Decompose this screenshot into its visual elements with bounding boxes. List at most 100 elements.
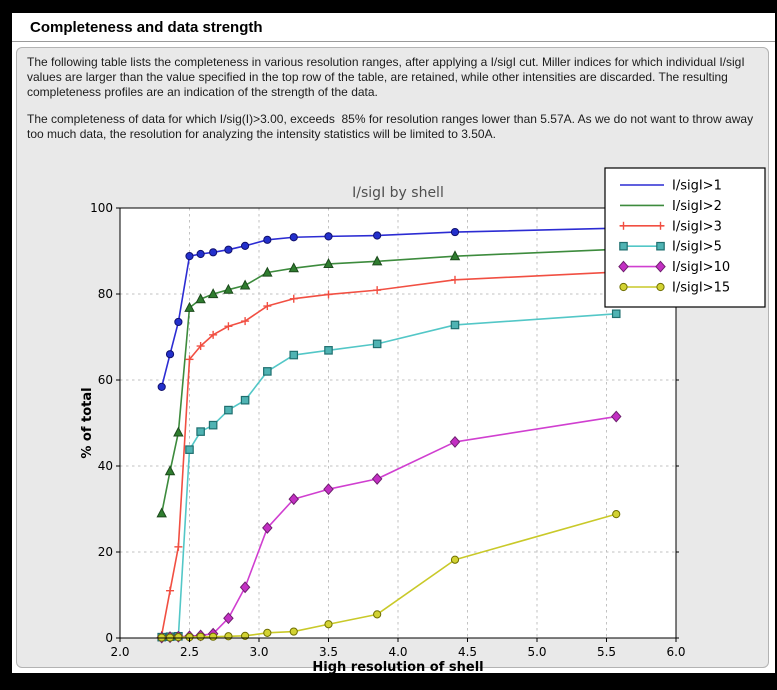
y-axis-label: % of total bbox=[80, 387, 95, 458]
data-point-circle-marker bbox=[185, 252, 194, 261]
x-tick-label: 3.0 bbox=[249, 645, 268, 659]
y-tick-label: 100 bbox=[90, 201, 113, 215]
data-point-square-marker bbox=[240, 395, 250, 405]
legend-square-marker bbox=[656, 241, 665, 251]
legend-diamond-marker bbox=[618, 260, 629, 273]
data-point-triangle-marker bbox=[207, 288, 219, 299]
data-point-triangle-marker bbox=[156, 507, 167, 518]
data-point-circle-marker bbox=[209, 632, 218, 641]
data-point-circle-marker bbox=[174, 633, 183, 642]
legend-label: I/sigI>1 bbox=[672, 179, 722, 194]
data-point-circle-marker bbox=[196, 249, 205, 259]
x-tick-label: 4.0 bbox=[388, 645, 407, 659]
legend-circle-marker bbox=[619, 282, 628, 292]
data-point-triangle-marker bbox=[323, 258, 334, 268]
legend-box bbox=[604, 167, 766, 308]
data-point-circle-marker bbox=[241, 241, 250, 250]
y-tick-label: 20 bbox=[98, 545, 113, 559]
data-point-triangle-marker bbox=[184, 301, 195, 312]
data-point-square-marker bbox=[611, 309, 621, 319]
description-paragraph: The following table lists the completene… bbox=[27, 55, 749, 99]
conclusion-paragraph: The completeness of data for which I/sig… bbox=[27, 112, 757, 141]
data-point-circle-marker bbox=[196, 632, 205, 641]
data-point-diamond-marker bbox=[371, 472, 383, 485]
data-point-square-marker bbox=[263, 367, 272, 376]
series-line bbox=[161, 312, 617, 638]
series-I/sigI>3 bbox=[157, 268, 621, 639]
data-point-circle-marker bbox=[324, 232, 333, 241]
series-I/sigI>2 bbox=[156, 243, 622, 518]
series-I/sigI>15 bbox=[157, 510, 621, 642]
data-point-circle-marker bbox=[263, 628, 272, 637]
data-point-square-marker bbox=[208, 420, 218, 430]
chart-title: I/sigI by shell bbox=[352, 185, 444, 201]
y-tick-label: 0 bbox=[105, 631, 113, 645]
series-I/sigI>1 bbox=[157, 224, 621, 391]
data-point-diamond-marker bbox=[449, 435, 461, 448]
data-point-square-marker bbox=[324, 346, 333, 355]
x-tick-label: 2.5 bbox=[180, 645, 199, 659]
data-point-triangle-marker bbox=[173, 426, 184, 437]
data-point-circle-marker bbox=[450, 555, 460, 564]
data-point-circle-marker bbox=[224, 632, 233, 641]
data-point-diamond-marker bbox=[262, 521, 273, 534]
y-tick-label: 80 bbox=[98, 287, 113, 301]
data-point-circle-marker bbox=[263, 235, 272, 244]
title-divider bbox=[12, 41, 775, 42]
data-point-circle-marker bbox=[612, 510, 621, 519]
data-point-diamond-marker bbox=[610, 410, 622, 423]
legend-label: I/sigI>3 bbox=[672, 219, 722, 234]
legend-diamond-marker bbox=[655, 260, 666, 273]
data-point-triangle-marker bbox=[288, 262, 299, 273]
x-tick-label: 4.5 bbox=[458, 645, 477, 659]
data-point-diamond-marker bbox=[239, 581, 251, 594]
x-tick-label: 3.5 bbox=[319, 645, 338, 659]
data-point-triangle-marker bbox=[262, 266, 273, 277]
data-point-square-marker bbox=[185, 445, 194, 454]
data-point-diamond-marker bbox=[323, 483, 334, 496]
data-point-triangle-marker bbox=[449, 250, 461, 261]
data-point-circle-marker bbox=[373, 231, 382, 240]
data-point-square-marker bbox=[224, 405, 233, 415]
x-tick-label: 5.5 bbox=[597, 645, 616, 659]
data-point-circle-marker bbox=[289, 233, 298, 242]
x-tick-label: 5.0 bbox=[527, 645, 546, 659]
data-point-triangle-marker bbox=[164, 465, 176, 476]
series-I/sigI>5 bbox=[157, 309, 621, 642]
data-point-triangle-marker bbox=[371, 255, 383, 266]
data-point-circle-marker bbox=[324, 620, 333, 629]
legend-label: I/sigI>15 bbox=[672, 281, 730, 296]
legend-label: I/sigI>5 bbox=[672, 240, 722, 255]
series-line bbox=[160, 271, 617, 636]
data-point-circle-marker bbox=[209, 248, 218, 257]
legend-label: I/sigI>10 bbox=[672, 260, 730, 275]
data-point-circle-marker bbox=[224, 245, 233, 254]
data-point-circle-marker bbox=[289, 627, 298, 636]
legend-circle-marker bbox=[656, 282, 665, 292]
data-point-circle-marker bbox=[450, 227, 460, 237]
x-tick-label: 6.0 bbox=[666, 645, 685, 659]
page-title: Completeness and data strength bbox=[30, 19, 263, 36]
data-point-square-marker bbox=[289, 350, 299, 360]
data-point-circle-marker bbox=[174, 317, 183, 327]
data-point-circle-marker bbox=[165, 350, 175, 359]
data-point-circle-marker bbox=[157, 382, 166, 391]
data-point-diamond-marker bbox=[288, 493, 300, 506]
data-point-triangle-marker bbox=[223, 283, 234, 294]
x-axis-label: High resolution of shell bbox=[312, 660, 483, 675]
data-point-diamond-marker bbox=[223, 612, 234, 625]
data-point-square-marker bbox=[372, 339, 382, 349]
legend-square-marker bbox=[619, 241, 628, 251]
data-point-square-marker bbox=[450, 320, 460, 330]
chart-legend: I/sigI>1 I/sigI>2 I/sigI>3 I/sigI>5 I/sigI>1… bbox=[604, 167, 766, 308]
y-tick-label: 40 bbox=[98, 459, 113, 473]
data-point-circle-marker bbox=[373, 610, 382, 619]
x-tick-label: 2.0 bbox=[110, 645, 129, 659]
legend-label: I/sigI>2 bbox=[672, 199, 722, 214]
data-point-triangle-marker bbox=[239, 279, 251, 290]
series-line bbox=[160, 248, 617, 514]
series-line bbox=[160, 227, 617, 388]
y-tick-label: 60 bbox=[98, 373, 113, 387]
